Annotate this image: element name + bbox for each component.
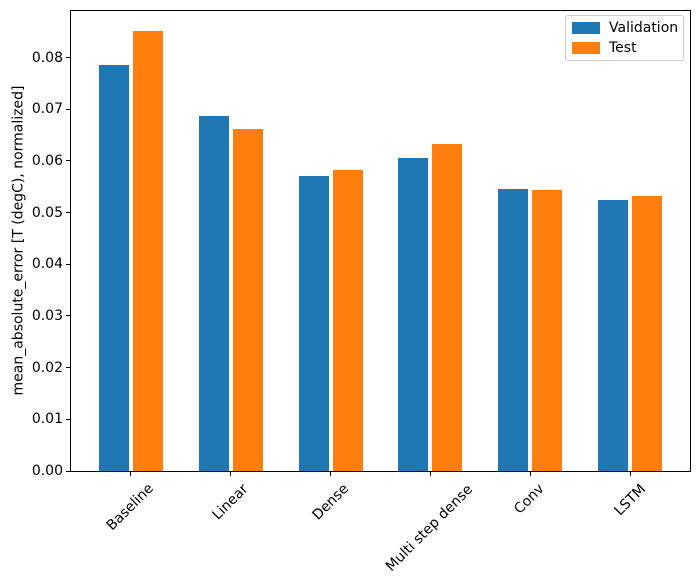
y-tick-label-0-00: 0.00 (31, 463, 63, 479)
x-tick-mark (529, 472, 531, 476)
legend-label-test: Test (609, 40, 637, 56)
legend-label-validation: Validation (609, 20, 679, 36)
bar-validation-dense (298, 175, 329, 471)
plot-area (70, 10, 691, 472)
bar-validation-multi-step-dense (398, 157, 429, 471)
y-tick-mark (66, 367, 70, 369)
x-tick-mark (429, 472, 431, 476)
x-tick-label-baseline: Baseline (104, 480, 158, 535)
y-tick-mark (66, 57, 70, 59)
bar-test-baseline (132, 30, 163, 471)
x-tick-mark (230, 472, 232, 476)
y-tick-label-0-08: 0.08 (31, 49, 63, 66)
bar-validation-lstm (598, 200, 629, 471)
legend: Validation Test (565, 15, 684, 61)
y-tick-label-0-05: 0.05 (31, 204, 63, 221)
x-tick-label-conv: Conv (511, 481, 548, 518)
y-tick-label-0-01: 0.01 (31, 411, 63, 428)
y-tick-mark (66, 263, 70, 265)
legend-item-validation: Validation (572, 20, 679, 36)
y-tick-label-0-02: 0.02 (31, 359, 63, 376)
validation-color-swatch (572, 22, 600, 34)
x-tick-mark (629, 472, 631, 476)
y-tick-mark (66, 160, 70, 162)
test-color-swatch (572, 42, 600, 54)
bar-validation-linear (198, 116, 229, 471)
bar-test-conv (532, 190, 563, 471)
y-tick-mark (66, 108, 70, 110)
bar-test-dense (332, 169, 363, 471)
y-tick-mark (66, 315, 70, 317)
bar-test-lstm (632, 195, 663, 471)
bar-validation-baseline (98, 65, 129, 471)
x-tick-label-multi-step-dense: Multi step dense (383, 481, 477, 575)
y-tick-mark (66, 418, 70, 420)
x-tick-label-dense: Dense (309, 480, 352, 524)
y-tick-label-0-03: 0.03 (31, 307, 63, 324)
bar-validation-conv (498, 189, 529, 471)
y-tick-label-0-06: 0.06 (31, 152, 63, 169)
y-tick-label-0-04: 0.04 (31, 256, 63, 273)
y-tick-mark (66, 212, 70, 214)
legend-item-test: Test (572, 40, 677, 56)
y-tick-mark (66, 470, 70, 472)
bar-test-linear (232, 128, 263, 471)
y-axis-label: mean_absolute_error [T (degC), normalize… (10, 85, 27, 395)
bar-test-multi-step-dense (432, 143, 463, 471)
x-tick-label-lstm: LSTM (611, 480, 649, 519)
y-tick-label-0-07: 0.07 (31, 101, 63, 118)
x-tick-mark (330, 472, 332, 476)
x-tick-label-linear: Linear (209, 481, 252, 524)
x-tick-mark (130, 472, 132, 476)
